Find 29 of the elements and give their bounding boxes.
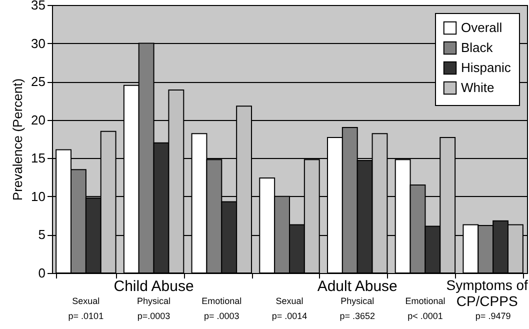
text: p= .3652	[340, 311, 376, 321]
x-tick-label: Emotional	[405, 296, 446, 306]
y-axis-title: Prevalence (Percent)	[10, 78, 26, 201]
y-tick-label: 30	[31, 36, 46, 51]
y-tick-label: 0	[38, 266, 46, 280]
legend-label: Hispanic	[461, 60, 512, 75]
legend-label: White	[461, 80, 494, 95]
x-tick-label: Physical	[340, 296, 374, 306]
x-tick-label: Symptoms of CP/CPPS	[446, 277, 528, 309]
text: p= .0101	[68, 311, 104, 321]
text: p= .0003	[204, 311, 240, 321]
y-tick-label: 15	[31, 150, 46, 166]
text: Adult Abuse	[317, 278, 398, 295]
x-tick-label: Sexual	[276, 296, 304, 306]
y-tick-label: 5	[38, 227, 46, 242]
y-tick-label: 35	[31, 0, 46, 12]
text: p= .9479	[475, 311, 511, 321]
text: Child Abuse	[114, 278, 194, 295]
legend-label: Overall	[461, 20, 502, 35]
y-tick-label: 10	[31, 188, 46, 204]
text: p=.0003	[137, 311, 170, 321]
text: p= .0014	[272, 311, 308, 321]
x-tick-label: Sexual	[72, 296, 100, 306]
x-tick-label: Physical	[137, 296, 171, 306]
text: p< .0001	[408, 311, 443, 321]
x-tick-label: Emotional	[202, 296, 242, 306]
y-tick-label: 25	[31, 74, 46, 90]
legend-label: Black	[461, 40, 494, 55]
y-tick-label: 20	[31, 112, 46, 128]
